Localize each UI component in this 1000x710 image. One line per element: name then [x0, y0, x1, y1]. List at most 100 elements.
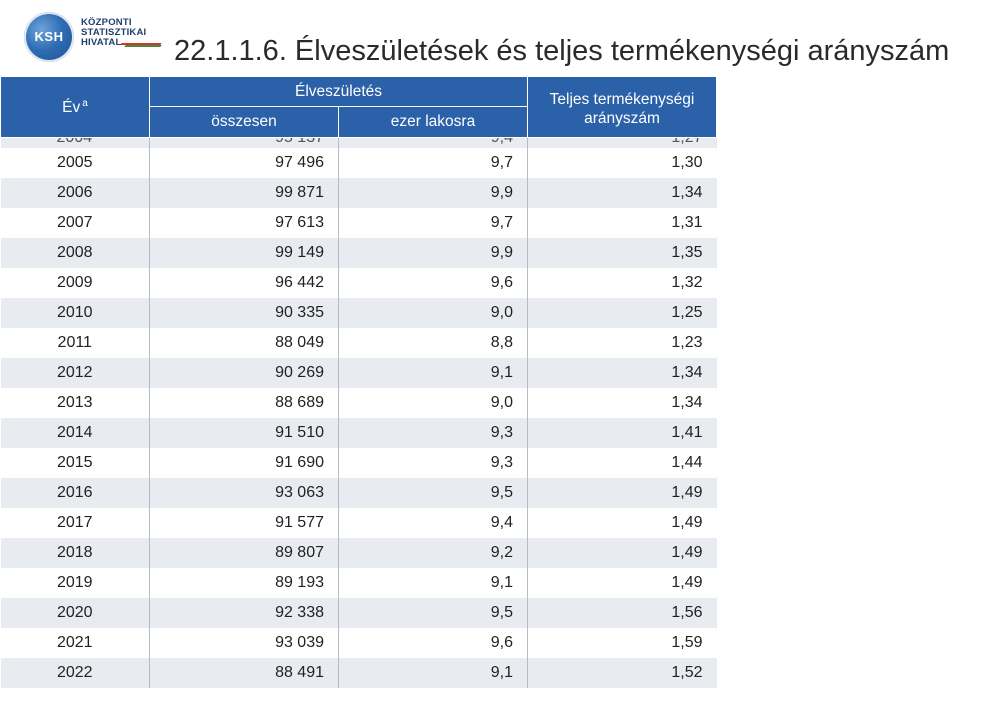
table-row: 2008 99 149 9,9 1,35	[0, 238, 717, 268]
year-cell: 2019	[0, 568, 150, 598]
table-row: 2016 93 063 9,5 1,49	[0, 478, 717, 508]
value-cell: 1,49	[527, 478, 717, 508]
data-table: Év a Élveszületés Teljes termékenységi ar…	[0, 76, 717, 688]
value-cell: 93 039	[149, 628, 339, 658]
value-cell: 9,1	[338, 658, 528, 688]
value-cell: 1,34	[527, 358, 717, 388]
year-cell: 2015	[0, 448, 150, 478]
value-cell: 1,34	[527, 178, 717, 208]
year-cell: 2006	[0, 178, 150, 208]
year-cell: 2005	[0, 148, 150, 178]
value-cell: 1,49	[527, 538, 717, 568]
ksh-logo[interactable]: KSH KÖZPONTI STATISZTIKAI HIVATAL	[24, 10, 164, 64]
value-cell: 1,59	[527, 628, 717, 658]
value-cell: 1,34	[527, 388, 717, 418]
value-cell: 91 577	[149, 508, 339, 538]
table-row: 2009 96 442 9,6 1,32	[0, 268, 717, 298]
value-cell: 97 496	[149, 148, 339, 178]
value-cell: 91 510	[149, 418, 339, 448]
value-cell: 89 193	[149, 568, 339, 598]
year-cell: 2012	[0, 358, 150, 388]
logo-mark: KSH	[34, 29, 64, 44]
value-cell: 93 063	[149, 478, 339, 508]
table-row: 2011 88 049 8,8 1,23	[0, 328, 717, 358]
value-cell: 9,4	[338, 508, 528, 538]
column-header-tfr[interactable]: Teljes termékenységi arányszám	[527, 76, 717, 138]
table-row: 2022 88 491 9,1 1,52	[0, 658, 717, 688]
value-cell: 1,44	[527, 448, 717, 478]
year-cell: 2007	[0, 208, 150, 238]
table-row: 2006 99 871 9,9 1,34	[0, 178, 717, 208]
flag-stripe-icon	[120, 43, 162, 47]
table-row: 2019 89 193 9,1 1,49	[0, 568, 717, 598]
value-cell: 1,25	[527, 298, 717, 328]
value-cell: 9,5	[338, 478, 528, 508]
value-cell: 8,8	[338, 328, 528, 358]
value-cell: 9,7	[338, 208, 528, 238]
year-cell: 2014	[0, 418, 150, 448]
table-cell: 1,27	[527, 137, 717, 148]
logo-circle-icon	[24, 12, 74, 62]
year-cell: 2018	[0, 538, 150, 568]
value-cell: 90 269	[149, 358, 339, 388]
value-cell: 9,7	[338, 148, 528, 178]
value-cell: 91 690	[149, 448, 339, 478]
year-cell: 2009	[0, 268, 150, 298]
value-cell: 1,23	[527, 328, 717, 358]
table-cell: 95 137	[149, 137, 339, 148]
value-cell: 90 335	[149, 298, 339, 328]
logo-line: HIVATAL	[81, 37, 122, 48]
value-cell: 9,1	[338, 568, 528, 598]
value-cell: 9,6	[338, 628, 528, 658]
table-row: 2018 89 807 9,2 1,49	[0, 538, 717, 568]
year-cell: 2016	[0, 478, 150, 508]
value-cell: 9,9	[338, 178, 528, 208]
column-group-births: Élveszületés	[149, 76, 528, 107]
value-cell: 9,1	[338, 358, 528, 388]
value-cell: 1,49	[527, 508, 717, 538]
table-row: 2010 90 335 9,0 1,25	[0, 298, 717, 328]
value-cell: 1,56	[527, 598, 717, 628]
year-cell: 2020	[0, 598, 150, 628]
value-cell: 1,32	[527, 268, 717, 298]
value-cell: 9,0	[338, 298, 528, 328]
year-cell: 2010	[0, 298, 150, 328]
page-header: KSH KÖZPONTI STATISZTIKAI HIVATAL 22.1.1…	[0, 0, 1000, 74]
value-cell: 1,31	[527, 208, 717, 238]
logo-line: KÖZPONTI	[81, 17, 132, 28]
value-cell: 9,2	[338, 538, 528, 568]
value-cell: 1,30	[527, 148, 717, 178]
value-cell: 9,9	[338, 238, 528, 268]
table-row: 2017 91 577 9,4 1,49	[0, 508, 717, 538]
value-cell: 1,49	[527, 568, 717, 598]
table-row: 2020 92 338 9,5 1,56	[0, 598, 717, 628]
table-body: 2004 95 137 9,4 1,27 2005 97 496 9,7 1,30 20…	[0, 137, 717, 688]
logo-wordmark: KÖZPONTI STATISZTIKAI HIVATAL	[81, 18, 146, 48]
value-cell: 9,3	[338, 448, 528, 478]
footnote-marker[interactable]: a	[82, 97, 88, 109]
column-header-per-thousand[interactable]: ezer lakosra	[338, 106, 528, 138]
year-cell: 2017	[0, 508, 150, 538]
value-cell: 9,6	[338, 268, 528, 298]
value-cell: 96 442	[149, 268, 339, 298]
value-cell: 97 613	[149, 208, 339, 238]
year-cell: 2011	[0, 328, 150, 358]
value-cell: 9,5	[338, 598, 528, 628]
value-cell: 9,0	[338, 388, 528, 418]
table-row: 2013 88 689 9,0 1,34	[0, 388, 717, 418]
value-cell: 89 807	[149, 538, 339, 568]
value-cell: 88 491	[149, 658, 339, 688]
value-cell: 9,3	[338, 418, 528, 448]
value-cell: 1,52	[527, 658, 717, 688]
table-row: 2005 97 496 9,7 1,30	[0, 148, 717, 178]
column-header-year[interactable]: Év a	[0, 76, 150, 138]
logo-line: STATISZTIKAI	[81, 27, 147, 38]
year-cell: 2021	[0, 628, 150, 658]
table-row: 2012 90 269 9,1 1,34	[0, 358, 717, 388]
table-row: 2015 91 690 9,3 1,44	[0, 448, 717, 478]
value-cell: 92 338	[149, 598, 339, 628]
column-header-total[interactable]: összesen	[149, 106, 339, 138]
table-cell: 2004	[0, 137, 150, 148]
value-cell: 99 149	[149, 238, 339, 268]
value-cell: 1,41	[527, 418, 717, 448]
